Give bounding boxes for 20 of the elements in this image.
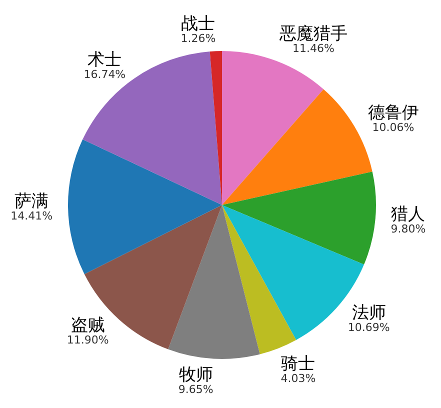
slice-label: 骑士 [281,354,316,374]
data-label: 4.03% [280,372,316,386]
slice-label: 盗贼 [70,316,105,336]
data-label: 9.65% [178,382,214,396]
slice-label: 猎人 [391,204,426,225]
slice-label: 恶魔猎手 [278,24,348,44]
data-label: 16.74% [84,68,126,82]
slice-label: 萨满 [14,192,49,212]
slice-label: 牧师 [178,364,213,385]
slice-label: 法师 [352,302,386,323]
slice-label: 战士 [181,14,216,34]
data-label: 14.41% [10,210,53,223]
data-label: 1.26% [180,32,216,45]
data-label: 10.69% [348,320,390,334]
slice-label: 术士 [88,50,122,70]
data-label: 11.90% [66,334,109,347]
data-label: 11.46% [292,42,334,56]
slice-label: 德鲁伊 [368,103,419,124]
data-label: 10.06% [372,121,414,134]
data-label: 9.80% [390,222,426,236]
